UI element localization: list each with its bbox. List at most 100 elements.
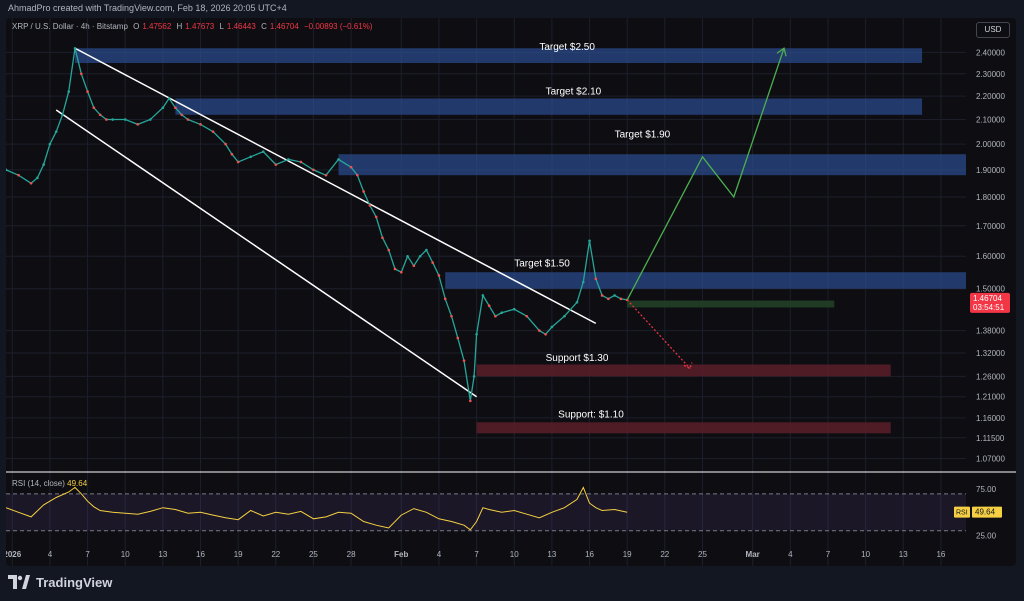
price-point[interactable] xyxy=(575,300,579,304)
support-zone-0[interactable] xyxy=(476,364,891,377)
price-point[interactable] xyxy=(481,294,485,297)
chart-panel[interactable]: Target $2.50 Target $2.10 Target $1.90 Targ… xyxy=(6,18,1016,566)
price-point[interactable] xyxy=(48,142,52,146)
target-zone-0[interactable] xyxy=(75,48,923,63)
price-point[interactable] xyxy=(588,239,591,243)
price-point[interactable] xyxy=(406,254,409,258)
price-point[interactable] xyxy=(525,314,529,318)
price-point[interactable] xyxy=(211,130,215,133)
rsi-legend[interactable]: RSI (14, close) 49.64 xyxy=(12,479,87,488)
price-point[interactable] xyxy=(92,106,96,110)
price-point[interactable] xyxy=(42,163,45,166)
current-price-zone[interactable] xyxy=(627,300,835,308)
price-point[interactable] xyxy=(494,314,497,318)
price-point[interactable] xyxy=(111,118,114,121)
projection-up-line[interactable] xyxy=(626,47,785,301)
price-point[interactable] xyxy=(29,181,33,185)
price-point[interactable] xyxy=(312,168,315,172)
price-point[interactable] xyxy=(17,173,20,177)
price-point[interactable] xyxy=(6,168,8,172)
price-point[interactable] xyxy=(274,163,278,166)
target-zone-1[interactable] xyxy=(175,98,923,115)
price-point[interactable] xyxy=(563,314,566,318)
price-point[interactable] xyxy=(600,294,604,297)
price-point[interactable] xyxy=(487,304,491,308)
price-point[interactable] xyxy=(86,90,89,93)
price-point[interactable] xyxy=(443,297,447,301)
price-point[interactable] xyxy=(469,399,472,403)
price-point[interactable] xyxy=(362,190,365,193)
change-value: −0.00893 (−0.61%) xyxy=(304,22,373,31)
price-point[interactable] xyxy=(472,375,476,378)
current-price-tag[interactable] xyxy=(970,292,1010,313)
projection-down-line[interactable] xyxy=(626,299,691,369)
price-point[interactable] xyxy=(594,277,598,281)
symbol-legend[interactable]: XRP / U.S. Dollar · 4h · Bitstamp O 1.475… xyxy=(12,22,376,31)
price-point[interactable] xyxy=(249,155,253,159)
price-point[interactable] xyxy=(418,254,422,258)
close-value: 1.46704 xyxy=(269,22,299,31)
price-point[interactable] xyxy=(236,160,240,164)
price-point[interactable] xyxy=(456,336,460,340)
price-point[interactable] xyxy=(349,165,353,169)
channel-line-0[interactable] xyxy=(74,47,597,325)
price-point[interactable] xyxy=(161,106,165,110)
price-point[interactable] xyxy=(224,142,227,146)
price-point[interactable] xyxy=(475,332,478,336)
price-point[interactable] xyxy=(462,359,466,362)
time-tick-0: 2026 xyxy=(6,550,22,559)
price-point[interactable] xyxy=(186,118,190,121)
price-point[interactable] xyxy=(613,294,616,297)
price-point[interactable] xyxy=(54,130,58,133)
price-point[interactable] xyxy=(136,123,140,126)
price-point[interactable] xyxy=(167,97,171,100)
price-point[interactable] xyxy=(538,329,541,332)
target-zone-2[interactable] xyxy=(338,154,966,176)
price-point[interactable] xyxy=(174,106,177,110)
price-point[interactable] xyxy=(381,236,384,240)
price-point[interactable] xyxy=(412,264,416,268)
price-point[interactable] xyxy=(287,158,290,161)
price-point[interactable] xyxy=(230,152,234,156)
price-point[interactable] xyxy=(374,215,378,219)
price-point[interactable] xyxy=(261,150,265,153)
price-point[interactable] xyxy=(607,297,610,301)
price-point[interactable] xyxy=(425,248,428,252)
currency-button[interactable]: USD xyxy=(976,22,1010,38)
price-point[interactable] xyxy=(199,123,202,126)
price-point[interactable] xyxy=(61,113,64,117)
rsi-line-series[interactable] xyxy=(6,486,628,531)
price-point[interactable] xyxy=(431,261,434,264)
price-point[interactable] xyxy=(98,113,102,117)
price-point[interactable] xyxy=(180,113,183,117)
price-point[interactable] xyxy=(67,90,71,93)
price-point[interactable] xyxy=(73,46,77,50)
price-point[interactable] xyxy=(544,332,547,336)
price-point[interactable] xyxy=(299,160,303,164)
price-point[interactable] xyxy=(105,118,108,121)
price-line-series[interactable] xyxy=(6,48,628,402)
price-point[interactable] xyxy=(149,118,152,121)
price-point[interactable] xyxy=(512,307,516,311)
chart-svg[interactable]: Target $2.50 Target $2.10 Target $1.90 Targ… xyxy=(6,18,1016,566)
price-point[interactable] xyxy=(619,297,623,301)
price-point[interactable] xyxy=(387,248,391,252)
price-point[interactable] xyxy=(337,158,340,161)
price-point[interactable] xyxy=(79,72,83,76)
price-point[interactable] xyxy=(437,274,441,277)
target-zone-3[interactable] xyxy=(445,272,966,289)
price-point[interactable] xyxy=(356,173,359,177)
channel-line-1[interactable] xyxy=(55,109,478,398)
price-point[interactable] xyxy=(581,280,585,284)
price-point[interactable] xyxy=(550,325,554,329)
support-zone-1[interactable] xyxy=(476,422,891,434)
price-point[interactable] xyxy=(450,314,453,318)
price-point[interactable] xyxy=(500,311,503,315)
price-point[interactable] xyxy=(368,204,372,207)
price-point[interactable] xyxy=(399,270,403,274)
price-point[interactable] xyxy=(324,173,328,177)
support-label-0: Support $1.30 xyxy=(546,353,609,364)
price-point[interactable] xyxy=(123,118,127,121)
price-point[interactable] xyxy=(393,267,397,271)
price-point[interactable] xyxy=(36,176,39,180)
